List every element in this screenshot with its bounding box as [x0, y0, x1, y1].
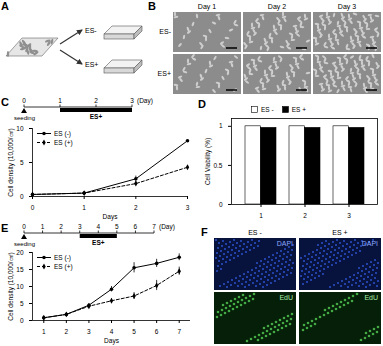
svg-text:seeding: seeding	[14, 115, 35, 121]
svg-text:2: 2	[59, 223, 63, 230]
svg-text:3: 3	[87, 328, 91, 335]
svg-text:1: 1	[58, 97, 62, 104]
svg-text:Day 1: Day 1	[198, 3, 216, 11]
svg-text:0: 0	[20, 193, 24, 200]
svg-text:1: 1	[41, 223, 45, 230]
svg-text:0: 0	[219, 201, 223, 208]
svg-text:3: 3	[347, 212, 351, 219]
svg-text:3: 3	[130, 97, 134, 104]
svg-text:7: 7	[177, 328, 181, 335]
svg-text:Days: Days	[104, 337, 120, 345]
html-text:E: E	[1, 222, 9, 234]
html-text:D: D	[198, 98, 206, 110]
svg-text:1: 1	[259, 212, 263, 219]
svg-text:ES -: ES -	[248, 229, 262, 236]
svg-text:2: 2	[303, 212, 307, 219]
svg-text:Cell density (10,000/㎠): Cell density (10,000/㎠)	[7, 128, 15, 196]
svg-text:ES+: ES+	[92, 239, 105, 246]
svg-text:2: 2	[94, 97, 98, 104]
html-text:ES (+): ES (+)	[54, 139, 73, 146]
svg-text:20: 20	[16, 249, 24, 256]
html-text:ES +: ES +	[291, 106, 306, 113]
svg-text:10: 10	[16, 125, 24, 132]
svg-text:4: 4	[110, 328, 114, 335]
svg-text:15: 15	[16, 266, 24, 273]
svg-text:5: 5	[20, 300, 24, 307]
html-text:ES -: ES -	[261, 106, 274, 113]
svg-text:0: 0	[20, 317, 24, 324]
svg-text:EdU: EdU	[364, 294, 378, 301]
svg-text:ES +: ES +	[332, 229, 347, 236]
svg-text:4: 4	[96, 223, 100, 230]
svg-text:DAPI: DAPI	[277, 240, 293, 247]
svg-text:2: 2	[65, 328, 69, 335]
svg-text:2: 2	[134, 204, 138, 211]
svg-text:Cell density (10,000/㎠): Cell density (10,000/㎠)	[7, 252, 15, 320]
html-text:A: A	[1, 0, 9, 12]
svg-text:ES-: ES-	[159, 28, 171, 35]
html-text:ES (-): ES (-)	[54, 254, 71, 261]
svg-text:1: 1	[42, 328, 46, 335]
svg-text:0: 0	[22, 97, 26, 104]
svg-text:3: 3	[78, 223, 82, 230]
svg-text:Days: Days	[103, 213, 119, 221]
svg-text:0.5: 0.5	[213, 161, 222, 168]
svg-text:0: 0	[31, 204, 35, 211]
svg-text:3: 3	[186, 204, 190, 211]
svg-text:ES-: ES-	[85, 27, 97, 34]
svg-text:ES+: ES+	[85, 61, 98, 68]
svg-text:5: 5	[115, 223, 119, 230]
svg-text:5: 5	[132, 328, 136, 335]
svg-text:Day 2: Day 2	[268, 3, 286, 11]
svg-text:6: 6	[134, 223, 138, 230]
svg-text:ES+: ES+	[158, 70, 171, 77]
svg-text:0: 0	[22, 223, 26, 230]
svg-text:5: 5	[20, 159, 24, 166]
svg-text:(Day): (Day)	[159, 223, 175, 231]
svg-text:Cell Viability (%): Cell Viability (%)	[204, 138, 212, 185]
svg-text:ES+: ES+	[90, 113, 103, 120]
svg-text:EdU: EdU	[279, 294, 293, 301]
svg-text:(Day): (Day)	[137, 97, 153, 105]
svg-text:6: 6	[155, 328, 159, 335]
html-text:ES (+): ES (+)	[54, 263, 73, 270]
svg-text:DAPI: DAPI	[362, 240, 378, 247]
html-text:C: C	[1, 96, 9, 108]
html-text:F: F	[201, 226, 208, 238]
html-text:B: B	[148, 0, 156, 12]
svg-text:7: 7	[152, 223, 156, 230]
svg-text:1: 1	[82, 204, 86, 211]
svg-text:10: 10	[16, 283, 24, 290]
html-text:ES (-): ES (-)	[54, 130, 71, 137]
svg-text:seeding: seeding	[14, 241, 35, 247]
svg-text:Day 3: Day 3	[338, 3, 356, 11]
svg-text:1: 1	[219, 122, 223, 129]
